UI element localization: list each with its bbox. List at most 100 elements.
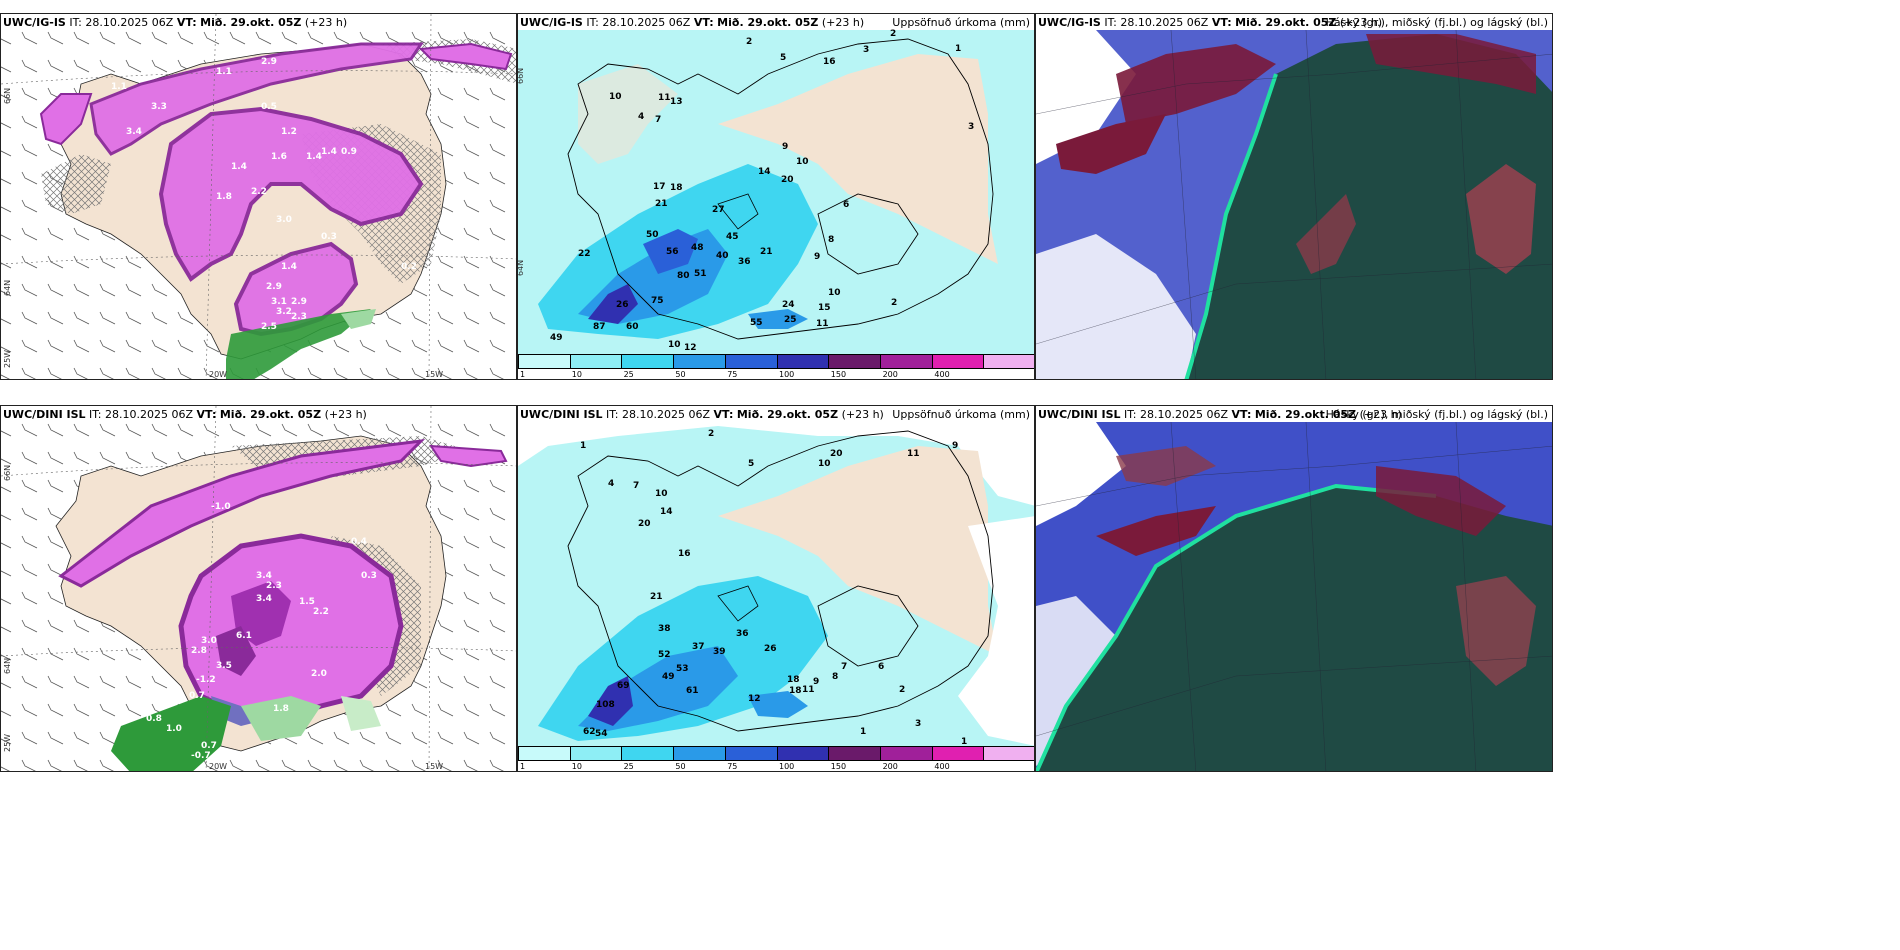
map-value-label: 11 [802,685,815,695]
colorbar-tick-label: 150 [830,762,847,771]
wind-barb [21,171,38,185]
wind-barb [255,31,272,45]
map-value-label: 75 [651,296,664,306]
wind-barb [21,59,38,73]
map-value-label: 1.1 [216,67,232,77]
wind-barb [385,731,402,745]
map-value-label: 0.3 [321,232,337,242]
wind-barb [411,759,426,771]
wind-barb [203,423,220,437]
wind-barb [1,262,12,269]
colorbar-tick-label: 10 [571,762,582,771]
map-value-label: 108 [596,700,615,710]
map-value-label: 1.2 [281,127,297,137]
map-value-label: 2 [746,37,752,47]
wind-barb [359,31,376,45]
wind-barb [47,255,64,269]
map-value-label: 1.8 [216,192,232,202]
wind-barb [21,31,38,45]
panel-subtitle: Uppsöfnuð úrkoma (mm) [892,408,1030,421]
wind-barb [21,423,38,437]
wind-barb [489,283,506,297]
wind-barb [21,703,38,717]
wind-barb [99,59,116,73]
wind-barb [47,423,64,437]
wind-barb [1,710,12,717]
temperature-map: /* placeholder */ 1.12.91.13.33.40.51.61… [1,14,516,379]
wind-barb [463,675,480,689]
wind-barb [333,339,350,353]
wind-barb [437,507,454,521]
wind-barb [47,703,64,717]
cloud-map [1036,29,1552,379]
panel-subtitle: Hásky (gr.), miðský (fj.bl.) og lágský (… [1325,16,1548,29]
wind-barb [177,339,194,353]
wind-barb [359,367,374,379]
map-value-label: 5 [780,53,786,63]
map-value-label: 49 [550,333,563,343]
colorbar-segment [932,747,985,760]
map-value-label: 1 [580,441,586,451]
map-value-label: 0.7 [189,691,205,701]
map-value-label: 27 [712,205,725,215]
wind-barb [385,339,402,353]
wind-barb [1,626,12,633]
wind-barb [489,171,506,185]
colorbar-tick-label: 200 [882,370,898,379]
wind-barb [411,731,428,745]
map-value-label: 7 [841,662,847,672]
wind-barb [463,311,480,325]
colorbar-tick-label: 200 [882,762,898,771]
colorbar-tick-label: 10 [571,370,582,379]
wind-barb [437,227,454,241]
lat-label-66n: 66N [3,87,12,104]
wind-barb [1,570,12,577]
wind-barb [411,703,428,717]
map-value-label: 0.7 [201,741,217,751]
wind-barb [489,479,506,493]
colorbar-segment [725,355,778,368]
colorbar-tick-label: 1 [520,762,526,771]
wind-barb [203,367,218,379]
map-value-label: 1.1 [111,82,127,92]
wind-barb [47,591,64,605]
colorbar-tick-label: 150 [830,370,847,379]
wind-barb [463,619,480,633]
wind-barb [1,94,12,101]
colorbar-tick-label: 25 [623,370,634,379]
wind-barb [463,227,480,241]
wind-barb [463,199,480,213]
wind-barb [437,731,454,745]
wind-barb [463,507,480,521]
wind-barb [1,318,12,325]
map-value-label: 37 [692,642,705,652]
wind-barb [99,31,116,45]
wind-barb [463,647,480,661]
wind-barb [203,31,220,45]
wind-barb [1,682,12,689]
wind-barb [489,87,506,101]
wind-barb [359,731,376,745]
wind-barb [385,367,400,379]
wind-barb [463,339,480,353]
wind-barb [1,486,12,493]
map-value-label: 1.4 [281,262,297,272]
map-value-label: 20 [638,519,651,529]
wind-barb [99,731,116,745]
wind-barb [47,367,62,379]
wind-barb [359,423,376,437]
map-value-label: 2 [891,298,897,308]
wind-barb [21,759,36,771]
wind-barb [47,339,64,353]
wind-barb [437,311,454,325]
map-value-label: 0.4 [351,537,367,547]
map-value-label: 3 [863,45,869,55]
colorbar-segment [674,747,726,760]
wind-barb [1,430,12,437]
map-value-label: 11 [658,93,671,103]
lat-label-25w: 25W [3,349,12,368]
wind-barb [385,759,400,771]
map-value-label: 45 [726,232,739,242]
wind-barb [73,339,90,353]
wind-barb [463,423,480,437]
